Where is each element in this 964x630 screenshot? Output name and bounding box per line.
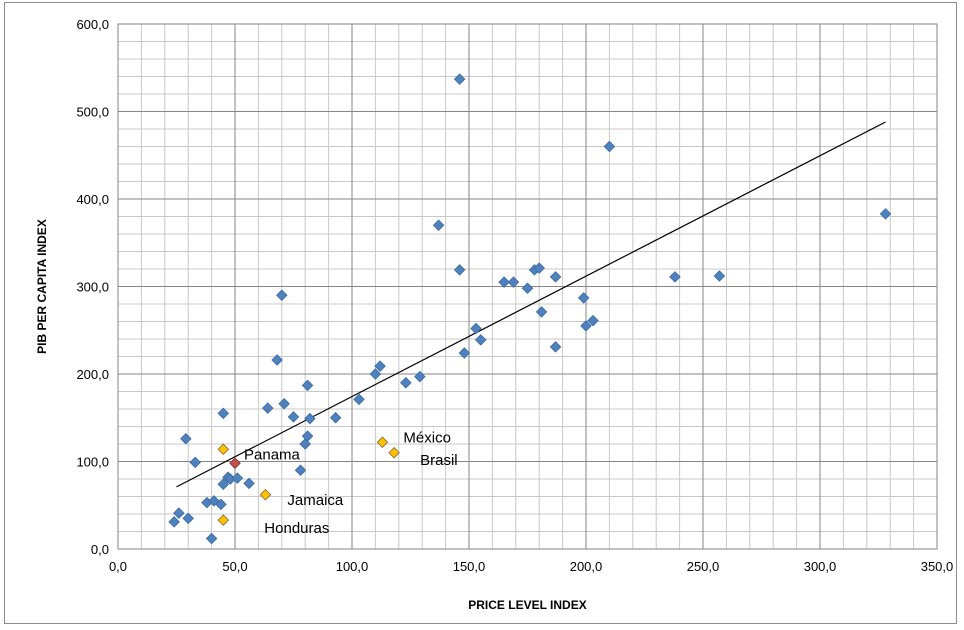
data-point bbox=[414, 370, 426, 383]
data-point bbox=[180, 432, 192, 445]
data-point bbox=[432, 219, 445, 232]
data-point bbox=[498, 276, 510, 288]
data-point bbox=[243, 477, 255, 490]
annotation-honduras: Honduras bbox=[264, 520, 329, 537]
data-point bbox=[287, 411, 300, 423]
x-tick-label: 300,0 bbox=[804, 559, 837, 574]
x-tick-label: 200,0 bbox=[570, 559, 603, 574]
point-panama bbox=[229, 457, 241, 470]
data-point bbox=[173, 507, 185, 519]
data-point bbox=[669, 271, 681, 283]
data-point bbox=[294, 464, 307, 477]
annotations: México Brasil Jamaica Honduras Panama bbox=[244, 429, 458, 537]
data-point bbox=[879, 208, 892, 220]
data-point bbox=[603, 140, 616, 153]
data-point bbox=[208, 495, 220, 507]
data-point bbox=[301, 430, 314, 442]
data-point bbox=[713, 270, 726, 282]
x-tick-label: 250,0 bbox=[687, 559, 720, 574]
y-tick-label: 500,0 bbox=[76, 105, 109, 120]
data-point bbox=[470, 322, 482, 335]
data-point bbox=[168, 516, 180, 528]
data-point bbox=[278, 397, 290, 410]
data-point bbox=[276, 289, 288, 302]
data-point bbox=[217, 478, 230, 491]
x-axis-title: PRICE LEVEL INDEX bbox=[468, 598, 586, 612]
x-tick-label: 100,0 bbox=[336, 559, 369, 574]
data-point bbox=[182, 512, 194, 525]
tick-labels: 0,0 50,0 100,0 150,0 200,0 250,0 300,0 350,0 0,0… bbox=[76, 17, 953, 574]
data-point bbox=[521, 282, 534, 295]
data-point bbox=[453, 73, 466, 85]
y-tick-label: 300,0 bbox=[76, 280, 109, 295]
data-point bbox=[549, 271, 562, 283]
y-tick-label: 200,0 bbox=[76, 367, 109, 382]
data-point bbox=[474, 334, 487, 346]
trendline-group bbox=[176, 121, 886, 488]
y-tick-label: 400,0 bbox=[76, 192, 109, 207]
x-tick-label: 50,0 bbox=[222, 559, 247, 574]
data-point bbox=[458, 347, 471, 359]
y-tick-label: 0,0 bbox=[91, 542, 109, 557]
data-points bbox=[168, 73, 892, 545]
data-point bbox=[587, 314, 599, 327]
data-point bbox=[353, 393, 365, 406]
data-point bbox=[301, 379, 314, 392]
data-point bbox=[271, 354, 283, 366]
data-point bbox=[217, 443, 230, 456]
data-point bbox=[261, 402, 274, 414]
data-point bbox=[535, 306, 548, 318]
data-point bbox=[217, 407, 230, 420]
data-point bbox=[549, 341, 562, 353]
x-tick-label: 0,0 bbox=[109, 559, 127, 574]
chart-frame bbox=[4, 2, 957, 624]
y-tick-label: 100,0 bbox=[76, 455, 109, 470]
point-jamaica bbox=[259, 488, 272, 501]
trendline bbox=[176, 121, 886, 488]
data-point bbox=[231, 472, 244, 484]
data-point bbox=[453, 264, 466, 276]
data-point bbox=[507, 276, 520, 288]
data-point bbox=[329, 411, 342, 424]
data-point bbox=[580, 320, 592, 332]
point-honduras bbox=[217, 514, 230, 526]
data-point bbox=[533, 262, 545, 274]
data-point bbox=[304, 412, 316, 425]
annotation-brasil: Brasil bbox=[420, 452, 458, 469]
grid bbox=[117, 23, 938, 550]
x-tick-label: 350,0 bbox=[921, 559, 954, 574]
annotation-méxico: México bbox=[403, 429, 451, 446]
data-point bbox=[205, 532, 218, 545]
data-point bbox=[374, 360, 386, 372]
point-méxico bbox=[376, 436, 389, 449]
plot-area-border bbox=[117, 23, 938, 550]
x-tick-label: 150,0 bbox=[453, 559, 486, 574]
data-point bbox=[400, 376, 412, 389]
data-point bbox=[189, 456, 201, 469]
point-brasil bbox=[388, 446, 400, 459]
data-point bbox=[215, 498, 227, 511]
data-point bbox=[369, 368, 382, 380]
y-axis-title: PIB PER CAPITA INDEX bbox=[35, 219, 49, 354]
data-point bbox=[577, 292, 590, 304]
y-tick-label: 600,0 bbox=[76, 17, 109, 32]
annotation-jamaica: Jamaica bbox=[287, 492, 344, 509]
annotation-panama: Panama bbox=[244, 446, 301, 463]
